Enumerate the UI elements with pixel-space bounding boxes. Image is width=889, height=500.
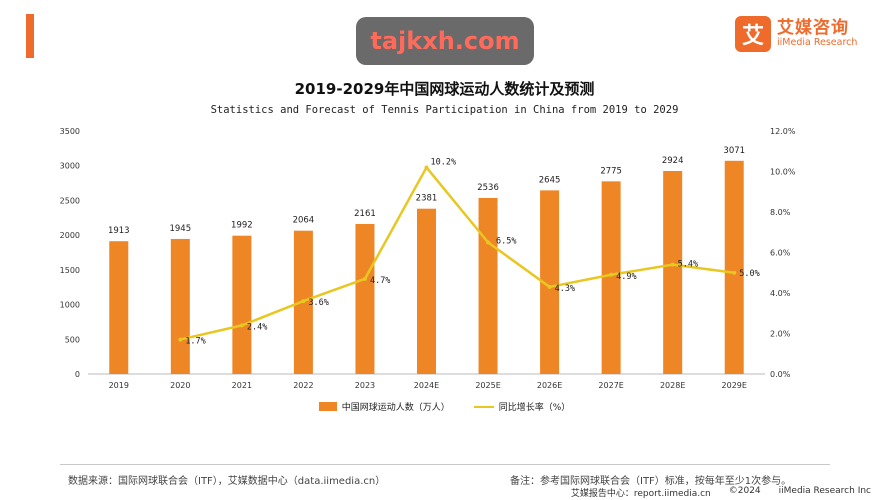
bar-value-label: 2161 xyxy=(354,209,376,219)
bar xyxy=(109,241,129,374)
x-tick-label: 2029E xyxy=(722,381,747,390)
x-tick-label: 2027E xyxy=(598,381,623,390)
growth-point xyxy=(301,299,306,304)
y-right-tick-label: 12.0% xyxy=(770,127,796,136)
growth-point xyxy=(547,284,552,289)
bar xyxy=(601,181,621,374)
bar-value-label: 1992 xyxy=(231,221,253,231)
growth-point xyxy=(732,270,737,275)
x-tick-label: 2020 xyxy=(170,381,190,390)
growth-point xyxy=(609,272,614,277)
y-left-tick-label: 1000 xyxy=(60,301,80,310)
logo: 艾 艾媒咨询 iiMedia Research xyxy=(735,14,857,54)
legend-label-line: 同比增长率（%） xyxy=(498,403,571,413)
bar xyxy=(417,208,436,374)
growth-point xyxy=(486,240,491,245)
bar-value-label: 1913 xyxy=(108,226,130,236)
bar-value-label: 3071 xyxy=(723,146,745,156)
legend: 中国网球运动人数（万人） 同比增长率（%） xyxy=(0,400,889,413)
watermark: tajkxh.com xyxy=(356,17,534,65)
bottom-bar: 艾媒报告中心：report.iimedia.cn ©2024 iiMedia R… xyxy=(0,486,889,500)
bar xyxy=(724,160,744,374)
footer-divider xyxy=(60,464,830,465)
y-left-tick-label: 1500 xyxy=(60,266,80,275)
growth-point-label: 1.7% xyxy=(185,337,205,347)
growth-point-label: 4.7% xyxy=(370,276,390,286)
x-tick-label: 2026E xyxy=(537,381,562,390)
x-tick-label: 2025E xyxy=(475,381,500,390)
bar-value-label: 2381 xyxy=(416,194,438,204)
growth-point xyxy=(178,337,183,342)
growth-point-label: 2.4% xyxy=(247,322,267,332)
x-tick-label: 2023 xyxy=(355,381,375,390)
y-right-tick-label: 10.0% xyxy=(770,168,796,177)
x-tick-label: 2022 xyxy=(293,381,313,390)
growth-point xyxy=(362,276,367,281)
chart-title: 2019-2029年中国网球运动人数统计及预测 xyxy=(294,80,595,98)
logo-name-en: iiMedia Research xyxy=(777,37,858,49)
report-site: 艾媒报告中心：report.iimedia.cn xyxy=(570,489,711,499)
growth-point xyxy=(670,262,675,267)
growth-point xyxy=(239,323,244,328)
logo-mark: 艾 xyxy=(735,16,771,52)
bar xyxy=(355,223,375,374)
y-left-tick-label: 2000 xyxy=(60,231,80,240)
y-right-tick-label: 4.0% xyxy=(770,289,791,298)
y-left-tick-label: 500 xyxy=(65,335,80,344)
bar-value-label: 2645 xyxy=(539,175,561,185)
accent-bar xyxy=(26,14,34,58)
legend-item-line: 同比增长率（%） xyxy=(473,400,571,413)
bar-value-label: 1945 xyxy=(169,224,191,234)
bar-value-label: 2536 xyxy=(477,183,499,193)
growth-point-label: 4.3% xyxy=(555,284,575,294)
y-right-tick-label: 8.0% xyxy=(770,208,791,217)
bar xyxy=(232,235,252,374)
growth-point-label: 6.5% xyxy=(496,236,516,246)
y-left-tick-label: 3500 xyxy=(60,127,80,136)
legend-swatch-bar xyxy=(318,402,337,411)
logo-name-cn: 艾媒咨询 xyxy=(777,18,849,39)
data-source: 数据来源：国际网球联合会（ITF），艾媒数据中心（data.iimedia.cn… xyxy=(68,476,386,487)
data-note: 备注：参考国际网球联合会（ITF）标准，按每年至少1次参与。 xyxy=(510,476,792,487)
x-tick-label: 2028E xyxy=(660,381,685,390)
y-left-tick-label: 0 xyxy=(75,370,80,379)
company-name: iiMedia Research Inc xyxy=(778,486,871,496)
growth-point-label: 4.9% xyxy=(616,272,636,282)
bar-value-label: 2924 xyxy=(662,156,684,166)
growth-point-label: 10.2% xyxy=(431,157,457,167)
legend-label-bar: 中国网球运动人数（万人） xyxy=(341,403,450,413)
legend-item-bar: 中国网球运动人数（万人） xyxy=(318,400,450,413)
x-tick-label: 2019 xyxy=(109,381,129,390)
chart-subtitle: Statistics and Forecast of Tennis Partic… xyxy=(210,104,679,116)
growth-point-label: 3.6% xyxy=(308,298,328,308)
x-tick-label: 2021 xyxy=(232,381,252,390)
y-left-tick-label: 3000 xyxy=(60,162,80,171)
x-tick-label: 2024E xyxy=(414,381,439,390)
y-right-tick-label: 2.0% xyxy=(770,330,791,339)
bar-value-label: 2064 xyxy=(293,216,315,226)
growth-point-label: 5.0% xyxy=(739,269,759,279)
growth-point-label: 5.4% xyxy=(678,260,698,270)
y-right-tick-label: 6.0% xyxy=(770,249,791,258)
legend-swatch-line xyxy=(473,405,494,408)
y-right-tick-label: 0.0% xyxy=(770,370,791,379)
bar xyxy=(478,197,498,374)
y-left-tick-label: 2500 xyxy=(60,196,80,205)
growth-line xyxy=(180,166,735,341)
copyright: ©2024 xyxy=(728,486,761,496)
bar-value-label: 2775 xyxy=(600,166,622,176)
bar xyxy=(170,238,190,374)
bar xyxy=(540,190,560,374)
growth-point xyxy=(424,165,429,170)
bar xyxy=(663,170,683,374)
